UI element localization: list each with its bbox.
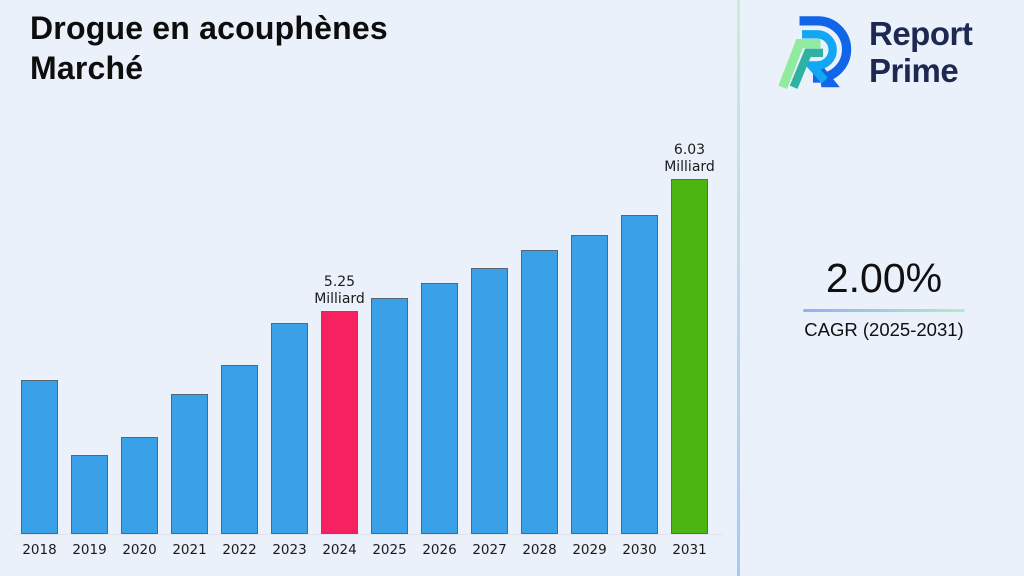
info-panel: Report Prime 2.00% CAGR (2025-2031)	[740, 0, 1024, 576]
bar-2019	[71, 455, 108, 534]
x-tick-2023: 2023	[272, 542, 307, 558]
x-tick-area-2021: 2021	[171, 534, 208, 576]
x-tick-area-2031: 2031	[671, 534, 708, 576]
bar-2023	[271, 323, 308, 534]
bar-column-2019: 2019	[71, 455, 108, 576]
bar-column-2018: 2018	[21, 380, 58, 576]
bar-column-2026: 2026	[421, 283, 458, 576]
x-tick-area-2030: 2030	[621, 534, 658, 576]
page-title-line1: Drogue en acouphènes	[30, 10, 388, 46]
x-axis-line	[14, 534, 723, 535]
bar-2018	[21, 380, 58, 534]
x-tick-2026: 2026	[422, 542, 457, 558]
x-tick-2021: 2021	[172, 542, 207, 558]
bar-2027	[471, 268, 508, 534]
bar-chart: 2018 2019 2020 2021 2022 2023 5.25 Milliard 2024…	[14, 142, 723, 576]
bar-2029	[571, 235, 608, 534]
x-tick-area-2022: 2022	[221, 534, 258, 576]
bars-row: 2018 2019 2020 2021 2022 2023 5.25 Milliard 2024…	[21, 142, 715, 576]
bar-column-2024: 5.25 Milliard 2024	[314, 274, 365, 576]
bar-2026	[421, 283, 458, 534]
x-tick-2024: 2024	[322, 542, 357, 558]
cagr-label: CAGR (2025-2031)	[804, 319, 964, 340]
x-tick-area-2018: 2018	[21, 534, 58, 576]
bar-2031	[671, 179, 708, 534]
brand-name-line2: Prime	[869, 52, 959, 89]
value-label-2031: 6.03 Milliard	[664, 142, 715, 175]
bar-2024	[321, 311, 358, 534]
cagr-value: 2.00%	[825, 255, 943, 301]
bar-column-2027: 2027	[471, 268, 508, 576]
page-title-line2: Marché	[30, 50, 144, 86]
chart-panel: Drogue en acouphènes Marché 2018 2019 2020…	[14, 8, 723, 576]
bar-column-2020: 2020	[121, 437, 158, 576]
x-tick-area-2024: 2024	[321, 534, 358, 576]
x-tick-2027: 2027	[472, 542, 507, 558]
brand-name-line1: Report	[869, 15, 973, 52]
report-prime-logo-icon	[778, 16, 852, 89]
value-label-2024: 5.25 Milliard	[314, 274, 365, 307]
x-tick-area-2025: 2025	[371, 534, 408, 576]
page-title: Drogue en acouphènes Marché	[30, 8, 388, 88]
x-tick-2022: 2022	[222, 542, 257, 558]
x-tick-area-2029: 2029	[571, 534, 608, 576]
x-tick-area-2020: 2020	[121, 534, 158, 576]
x-tick-area-2023: 2023	[271, 534, 308, 576]
x-tick-area-2019: 2019	[71, 534, 108, 576]
bar-2028	[521, 250, 558, 534]
x-tick-2031: 2031	[672, 542, 707, 558]
x-tick-2018: 2018	[22, 542, 57, 558]
x-tick-area-2028: 2028	[521, 534, 558, 576]
x-tick-2030: 2030	[622, 542, 657, 558]
bar-column-2028: 2028	[521, 250, 558, 576]
bar-column-2022: 2022	[221, 365, 258, 576]
bar-2021	[171, 394, 208, 534]
bar-column-2025: 2025	[371, 298, 408, 576]
bar-column-2030: 2030	[621, 215, 658, 576]
brand-name: Report Prime	[869, 15, 973, 89]
x-tick-2019: 2019	[72, 542, 107, 558]
x-tick-area-2027: 2027	[471, 534, 508, 576]
bar-column-2023: 2023	[271, 323, 308, 576]
x-tick-2028: 2028	[522, 542, 557, 558]
cagr-block: 2.00% CAGR (2025-2031)	[803, 255, 965, 341]
x-tick-2029: 2029	[572, 542, 607, 558]
bar-2030	[621, 215, 658, 534]
bar-column-2021: 2021	[171, 394, 208, 576]
brand-block: Report Prime	[776, 10, 973, 94]
x-tick-area-2026: 2026	[421, 534, 458, 576]
bar-2020	[121, 437, 158, 534]
x-tick-2025: 2025	[372, 542, 407, 558]
bar-2025	[371, 298, 408, 534]
bar-2022	[221, 365, 258, 534]
panel-divider	[737, 0, 740, 576]
cagr-underline	[803, 309, 965, 312]
bar-column-2029: 2029	[571, 235, 608, 576]
x-tick-2020: 2020	[122, 542, 157, 558]
bar-column-2031: 6.03 Milliard 2031	[664, 142, 715, 576]
